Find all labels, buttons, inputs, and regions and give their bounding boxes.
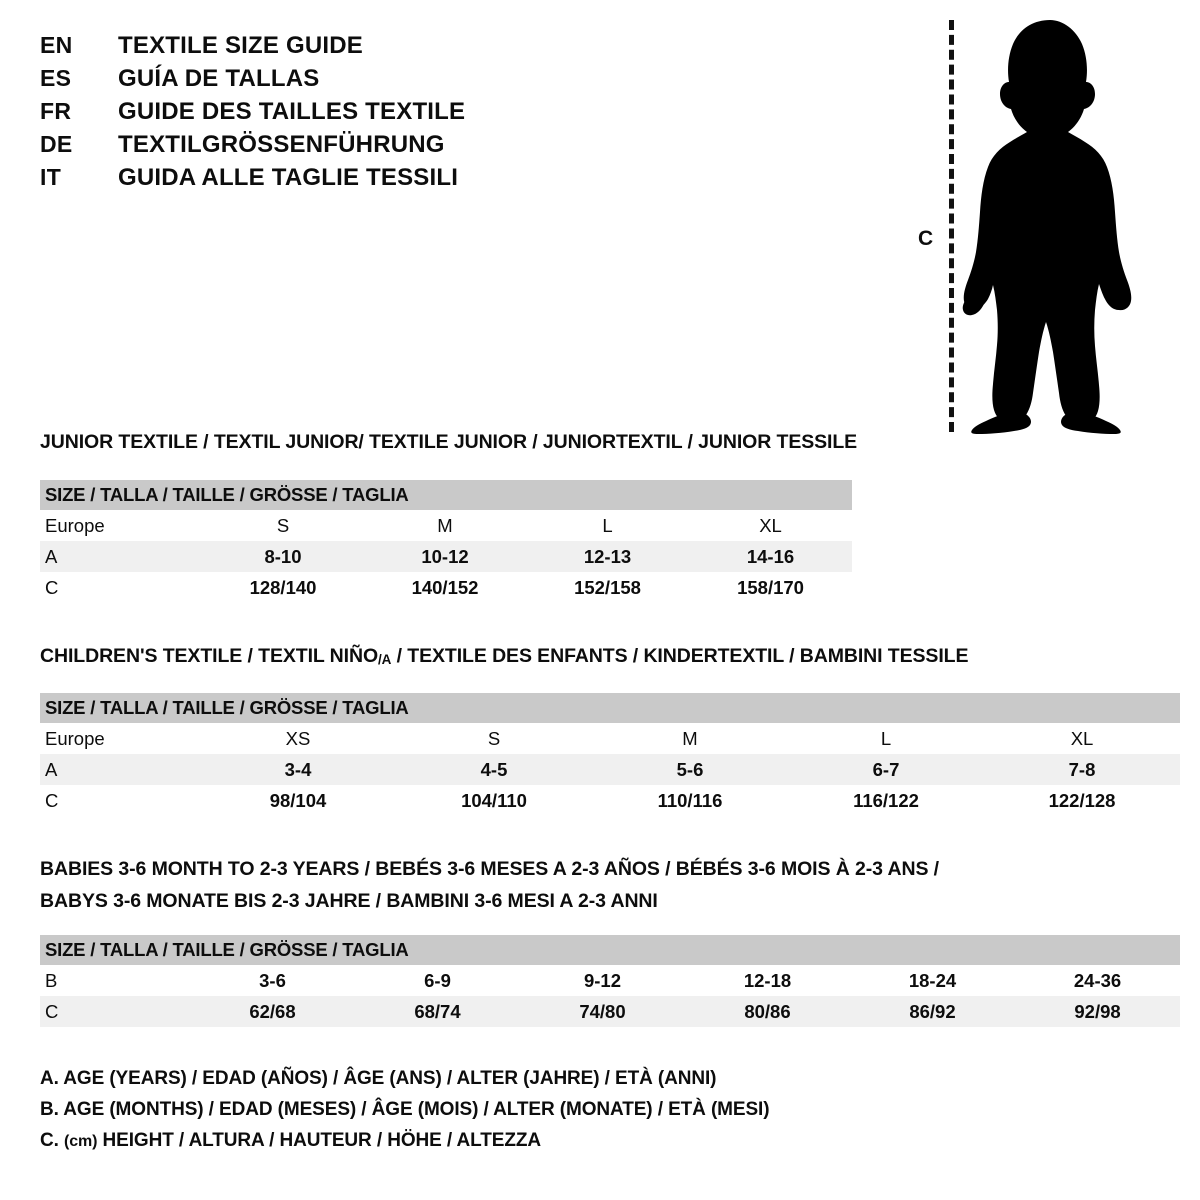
children-size-header: L [788, 723, 984, 754]
height-measurement-figure: C [900, 8, 1150, 438]
title-text-en: TEXTILE SIZE GUIDE [118, 32, 363, 59]
table-row: C 62/68 68/74 74/80 80/86 86/92 92/98 [40, 996, 1181, 1027]
table-band-row: SIZE / TALLA / TAILLE / GRÖSSE / TAGLIA [40, 693, 1181, 723]
language-code-it: IT [40, 164, 62, 190]
babies-cell: 18-24 [850, 965, 1015, 996]
table-row: C 98/104 104/110 110/116 116/122 122/128 [40, 785, 1181, 816]
children-heading-sub: /A [378, 652, 392, 667]
junior-size-header: S [202, 510, 364, 541]
children-cell: 98/104 [200, 785, 396, 816]
children-cell: 122/128 [984, 785, 1181, 816]
junior-cell: 14-16 [689, 541, 853, 572]
language-code-de: DE [40, 131, 73, 157]
junior-section-heading: JUNIOR TEXTILE / TEXTIL JUNIOR/ TEXTILE … [40, 431, 858, 453]
table-row: Europe XS S M L XL [40, 723, 1181, 754]
height-dashed-line [949, 20, 954, 432]
toddler-silhouette-icon [962, 20, 1132, 434]
babies-size-table: SIZE / TALLA / TAILLE / GRÖSSE / TAGLIA … [40, 935, 1181, 1027]
babies-row-label-c: C [40, 996, 190, 1027]
babies-heading-line1: BABIES 3-6 MONTH TO 2-3 YEARS / BEBÉS 3-… [40, 858, 939, 880]
children-cell: 4-5 [396, 754, 592, 785]
measurement-legend: A. AGE (YEARS) / EDAD (AÑOS) / ÂGE (ANS)… [40, 1068, 770, 1161]
junior-cell: 158/170 [689, 572, 853, 603]
junior-size-table: SIZE / TALLA / TAILLE / GRÖSSE / TAGLIA … [40, 480, 853, 603]
children-cell: 7-8 [984, 754, 1181, 785]
children-size-table: SIZE / TALLA / TAILLE / GRÖSSE / TAGLIA … [40, 693, 1181, 816]
children-heading-pre: CHILDREN'S TEXTILE / TEXTIL NIÑO [40, 645, 379, 667]
title-text-it: GUIDA ALLE TAGLIE TESSILI [118, 164, 459, 191]
children-cell: 116/122 [788, 785, 984, 816]
junior-cell: 152/158 [526, 572, 689, 603]
legend-c-prefix: C. [40, 1130, 64, 1151]
table-band-row: SIZE / TALLA / TAILLE / GRÖSSE / TAGLIA [40, 935, 1181, 965]
babies-cell: 24-36 [1015, 965, 1181, 996]
babies-cell: 74/80 [520, 996, 685, 1027]
junior-band-label: SIZE / TALLA / TAILLE / GRÖSSE / TAGLIA [40, 480, 853, 510]
children-size-header: M [592, 723, 788, 754]
junior-cell: 10-12 [364, 541, 526, 572]
title-row: IT GUIDA ALLE TAGLIE TESSILI [40, 164, 740, 197]
junior-row-label-a: A [40, 541, 202, 572]
legend-c-suffix: HEIGHT / ALTURA / HAUTEUR / HÖHE / ALTEZ… [97, 1130, 542, 1151]
table-row: B 3-6 6-9 9-12 12-18 18-24 24-36 [40, 965, 1181, 996]
junior-cell: 140/152 [364, 572, 526, 603]
children-size-header: XS [200, 723, 396, 754]
title-row: EN TEXTILE SIZE GUIDE [40, 32, 740, 65]
children-cell: 6-7 [788, 754, 984, 785]
legend-line-c: C. (cm) HEIGHT / ALTURA / HAUTEUR / HÖHE… [40, 1130, 769, 1161]
babies-cell: 86/92 [850, 996, 1015, 1027]
children-heading-post: / TEXTILE DES ENFANTS / KINDERTEXTIL / B… [391, 645, 969, 667]
junior-cell: 8-10 [202, 541, 364, 572]
table-row: A 8-10 10-12 12-13 14-16 [40, 541, 853, 572]
title-row: FR GUIDE DES TAILLES TEXTILE [40, 98, 740, 131]
children-band-label: SIZE / TALLA / TAILLE / GRÖSSE / TAGLIA [40, 693, 1181, 723]
table-band-row: SIZE / TALLA / TAILLE / GRÖSSE / TAGLIA [40, 480, 853, 510]
junior-row-label-c: C [40, 572, 202, 603]
junior-cell: 128/140 [202, 572, 364, 603]
babies-cell: 68/74 [355, 996, 520, 1027]
junior-size-header: L [526, 510, 689, 541]
title-row: DE TEXTILGRÖSSENFÜHRUNG [40, 131, 740, 164]
children-cell: 104/110 [396, 785, 592, 816]
junior-size-header: M [364, 510, 526, 541]
babies-cell: 92/98 [1015, 996, 1181, 1027]
junior-cell: 12-13 [526, 541, 689, 572]
title-text-fr: GUIDE DES TAILLES TEXTILE [118, 98, 466, 125]
table-row: Europe S M L XL [40, 510, 853, 541]
language-code-es: ES [40, 65, 72, 91]
babies-band-label: SIZE / TALLA / TAILLE / GRÖSSE / TAGLIA [40, 935, 1181, 965]
height-axis-label: C [918, 227, 934, 250]
legend-line-b: B. AGE (MONTHS) / EDAD (MESES) / ÂGE (MO… [40, 1099, 770, 1120]
table-row: C 128/140 140/152 152/158 158/170 [40, 572, 853, 603]
babies-cell: 12-18 [685, 965, 850, 996]
babies-cell: 6-9 [355, 965, 520, 996]
title-text-de: TEXTILGRÖSSENFÜHRUNG [118, 131, 445, 158]
babies-section-heading: BABIES 3-6 MONTH TO 2-3 YEARS / BEBÉS 3-… [40, 858, 939, 913]
title-text-es: GUÍA DE TALLAS [118, 65, 320, 92]
children-cell: 110/116 [592, 785, 788, 816]
multilingual-title-block: EN TEXTILE SIZE GUIDE ES GUÍA DE TALLAS … [40, 32, 740, 197]
junior-region-label: Europe [40, 510, 202, 541]
children-row-label-c: C [40, 785, 200, 816]
junior-size-header: XL [689, 510, 853, 541]
children-size-header: XL [984, 723, 1181, 754]
babies-cell: 3-6 [190, 965, 355, 996]
legend-line-a: A. AGE (YEARS) / EDAD (AÑOS) / ÂGE (ANS)… [40, 1068, 717, 1089]
children-section-heading: CHILDREN'S TEXTILE / TEXTIL NIÑO/A / TEX… [40, 645, 968, 668]
title-row: ES GUÍA DE TALLAS [40, 65, 740, 98]
language-code-en: EN [40, 32, 73, 58]
children-cell: 5-6 [592, 754, 788, 785]
legend-c-unit: (cm) [63, 1133, 98, 1150]
language-code-fr: FR [40, 98, 72, 124]
babies-cell: 80/86 [685, 996, 850, 1027]
children-cell: 3-4 [200, 754, 396, 785]
babies-cell: 62/68 [190, 996, 355, 1027]
babies-heading-line2: BABYS 3-6 MONATE BIS 2-3 JAHRE / BAMBINI… [40, 890, 658, 912]
children-size-header: S [396, 723, 592, 754]
babies-row-label-b: B [40, 965, 190, 996]
table-row: A 3-4 4-5 5-6 6-7 7-8 [40, 754, 1181, 785]
children-row-label-a: A [40, 754, 200, 785]
children-region-label: Europe [40, 723, 200, 754]
babies-cell: 9-12 [520, 965, 685, 996]
